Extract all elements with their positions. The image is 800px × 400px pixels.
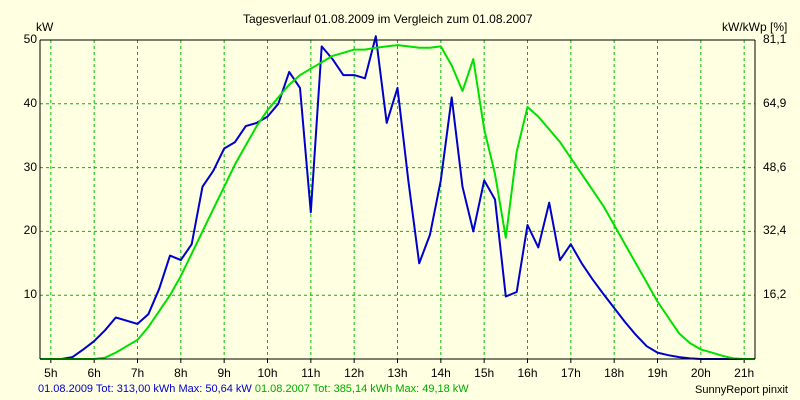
x-tick-label: 9h <box>217 366 231 380</box>
x-tick-label: 14h <box>430 366 451 380</box>
stats-2007: 01.08.2007 Tot: 385,14 kWh Max: 49,18 kW <box>254 383 469 395</box>
x-tick-label: 16h <box>517 366 538 380</box>
x-tick-label: 8h <box>174 366 188 380</box>
y-tick-label: 10 <box>23 287 37 302</box>
x-tick-label: 7h <box>130 366 145 380</box>
y-tick-label: 20 <box>23 223 37 238</box>
right-tick-label: 64,9 <box>763 95 787 110</box>
x-tick-label: 10h <box>257 366 278 380</box>
y-tick-label: 40 <box>23 95 37 110</box>
x-tick-label: 5h <box>44 366 58 380</box>
credit-text: SunnyReport pinxit <box>695 384 788 396</box>
right-axis-unit: kW/kWp [%] <box>722 20 788 34</box>
stats-2009: 01.08.2009 Tot: 313,00 kWh Max: 50,64 kW <box>38 383 252 395</box>
x-tick-label: 13h <box>387 366 408 380</box>
right-tick-label: 32,4 <box>763 223 787 238</box>
series-lines <box>40 35 755 360</box>
x-tick-label: 17h <box>560 366 581 380</box>
y-tick-label: 50 <box>23 32 37 46</box>
x-tick-label: 19h <box>647 366 668 380</box>
x-tick-label: 15h <box>474 366 495 380</box>
right-tick-label: 81,1 <box>763 32 787 46</box>
right-tick-label: 48,6 <box>763 159 787 174</box>
x-tick-label: 11h <box>301 366 321 380</box>
x-tick-label: 12h <box>344 366 365 380</box>
series-line-01.08.2009 <box>40 35 755 360</box>
series-line-01.08.2007 <box>40 44 755 360</box>
x-tick-label: 18h <box>604 366 625 380</box>
x-tick-label: 20h <box>690 366 711 380</box>
left-axis-unit: kW <box>36 20 54 34</box>
y-tick-label: 30 <box>23 159 37 174</box>
x-tick-label: 21h <box>734 366 755 380</box>
right-tick-label: 16,2 <box>763 287 787 302</box>
footer-stats: 01.08.2009 Tot: 313,00 kWh Max: 50,64 kW… <box>38 383 469 395</box>
vertical-gridlines <box>50 40 745 363</box>
chart-title: Tagesverlauf 01.08.2009 im Vergleich zum… <box>243 12 533 26</box>
x-tick-label: 6h <box>87 366 101 380</box>
